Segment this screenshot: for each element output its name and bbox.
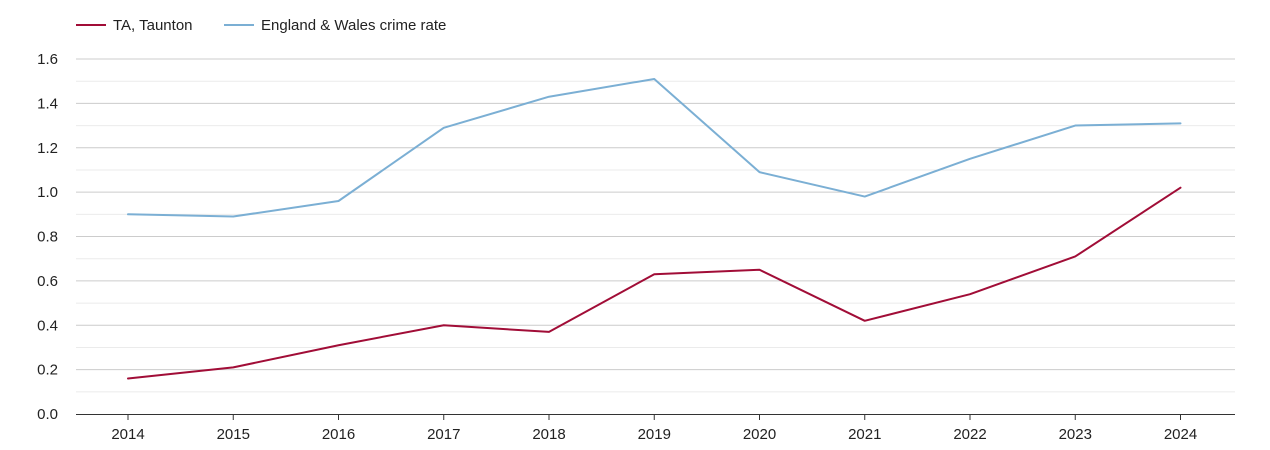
- y-tick-label: 1.4: [37, 95, 58, 112]
- y-tick-label: 0.6: [37, 273, 58, 290]
- legend-label-0: TA, Taunton: [113, 17, 193, 34]
- x-tick-label: 2023: [1059, 426, 1092, 443]
- series-line-0: [127, 186, 1182, 380]
- y-tick-label: 0.4: [37, 317, 58, 334]
- x-tick-label: 2021: [848, 426, 881, 443]
- gridlines: [76, 58, 1235, 393]
- x-tick-label: 2014: [111, 426, 144, 443]
- axes: 0.0 0.2 0.4 0.6 0.8 1.0 1.2 1.4 1.6 2014 2015 2016 2…: [37, 51, 1235, 443]
- y-tick-label: 1.6: [37, 51, 58, 68]
- x-tick-label: 2022: [953, 426, 986, 443]
- x-tick-label: 2019: [638, 426, 671, 443]
- y-tick-label: 0.8: [37, 229, 58, 246]
- x-tick-label: 2018: [532, 426, 565, 443]
- y-tick-label: 0.2: [37, 362, 58, 379]
- x-tick-label: 2015: [217, 426, 250, 443]
- y-tick-label: 0.0: [37, 406, 58, 423]
- legend: TA, Taunton England & Wales crime rate: [76, 17, 446, 34]
- x-tick-label: 2016: [322, 426, 355, 443]
- x-tick-label: 2024: [1164, 426, 1197, 443]
- series-lines: [127, 77, 1182, 380]
- y-tick-label: 1.0: [37, 184, 58, 201]
- x-tick-label: 2020: [743, 426, 776, 443]
- legend-label-1: England & Wales crime rate: [261, 17, 446, 34]
- series-line-1: [127, 77, 1182, 218]
- x-tick-label: 2017: [427, 426, 460, 443]
- y-tick-label: 1.2: [37, 140, 58, 157]
